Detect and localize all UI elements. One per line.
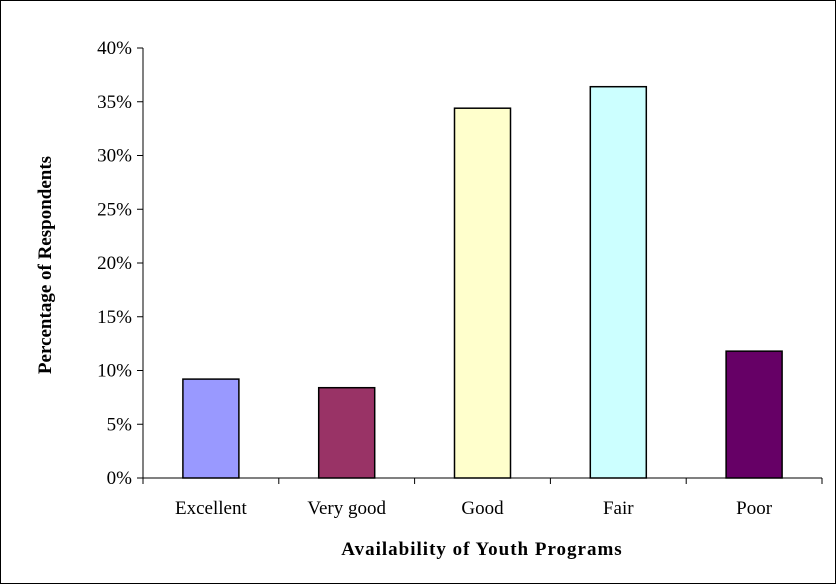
y-tick-label: 25%: [97, 199, 132, 220]
bars-group: [182, 85, 783, 479]
y-tick-label: 20%: [97, 253, 132, 274]
x-axis-title: Availability of Youth Programs: [341, 539, 622, 560]
y-tick-label: 40%: [97, 38, 132, 59]
y-tick-label: 15%: [97, 307, 132, 328]
x-tick-label: Fair: [603, 498, 634, 519]
bar-poor: [725, 350, 783, 479]
y-tick-label: 35%: [97, 92, 132, 113]
x-tick-label: Good: [461, 498, 504, 519]
x-tick-label: Excellent: [175, 498, 247, 519]
y-axis-title: Percentage of Respondents: [35, 156, 56, 374]
bar-fair: [589, 85, 648, 479]
y-tick-label: 5%: [107, 414, 133, 435]
y-tick-label: 0%: [107, 468, 133, 489]
x-tick-label: Very good: [307, 498, 386, 519]
y-axis-ticks: 0% 5% 10% 15% 20% 25% 30% 35% 40%: [97, 38, 143, 489]
bar-excellent: [182, 378, 240, 479]
bar-good: [453, 107, 512, 479]
x-tick-label: Poor: [736, 498, 773, 519]
y-tick-label: 30%: [97, 146, 132, 167]
y-tick-label: 10%: [97, 361, 132, 382]
x-axis-ticks: Excellent Very good Good Fair Poor: [142, 478, 823, 519]
bar-very-good: [317, 386, 376, 479]
